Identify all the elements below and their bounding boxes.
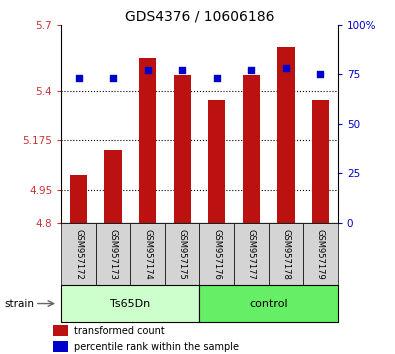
Point <box>179 68 185 73</box>
Text: control: control <box>249 298 288 309</box>
Bar <box>165 223 199 285</box>
Bar <box>53 341 68 353</box>
Text: GSM957179: GSM957179 <box>316 229 325 279</box>
Text: GSM957175: GSM957175 <box>178 229 187 279</box>
Point <box>317 72 324 77</box>
Bar <box>199 223 234 285</box>
Point <box>110 75 116 81</box>
Bar <box>277 47 295 223</box>
Bar <box>269 223 303 285</box>
Point <box>248 68 254 73</box>
Point <box>75 75 82 81</box>
Bar <box>61 285 199 322</box>
Bar <box>243 75 260 223</box>
Point <box>145 68 151 73</box>
Bar <box>130 223 165 285</box>
Point <box>283 65 289 71</box>
Bar <box>303 223 338 285</box>
Bar <box>234 223 269 285</box>
Title: GDS4376 / 10606186: GDS4376 / 10606186 <box>125 10 274 24</box>
Bar <box>70 175 87 223</box>
Bar <box>208 100 226 223</box>
Text: GSM957177: GSM957177 <box>247 229 256 279</box>
Text: Ts65Dn: Ts65Dn <box>110 298 150 309</box>
Point <box>214 75 220 81</box>
Text: GSM957172: GSM957172 <box>74 229 83 279</box>
Bar <box>173 75 191 223</box>
Text: percentile rank within the sample: percentile rank within the sample <box>74 342 239 352</box>
Text: GSM957173: GSM957173 <box>109 229 118 279</box>
Bar <box>104 150 122 223</box>
Bar <box>53 325 68 336</box>
Bar <box>199 285 338 322</box>
Bar <box>139 58 156 223</box>
Text: GSM957176: GSM957176 <box>212 229 221 279</box>
Bar <box>96 223 130 285</box>
Text: GSM957178: GSM957178 <box>281 229 290 279</box>
Bar <box>61 223 96 285</box>
Text: transformed count: transformed count <box>74 326 165 336</box>
Bar <box>312 100 329 223</box>
Text: strain: strain <box>4 298 34 309</box>
Text: GSM957174: GSM957174 <box>143 229 152 279</box>
